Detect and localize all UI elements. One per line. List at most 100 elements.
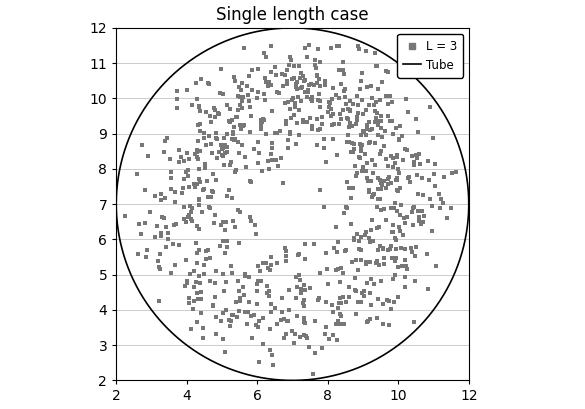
Legend: L = 3, Tube: L = 3, Tube [397, 34, 463, 77]
Point [331, 266, 340, 273]
Point [339, 88, 349, 94]
Point [387, 204, 396, 211]
Point [153, 258, 163, 264]
Point [395, 212, 405, 218]
Point [222, 101, 232, 108]
Point [391, 177, 401, 184]
Point [325, 103, 334, 110]
Point [318, 345, 327, 351]
Point [184, 294, 193, 301]
Point [332, 321, 341, 327]
Point [372, 110, 381, 117]
Point [340, 86, 350, 92]
Point [392, 237, 401, 243]
Point [422, 251, 432, 258]
Point [301, 45, 310, 51]
Point [189, 268, 198, 274]
Point [339, 58, 348, 65]
Point [336, 110, 345, 117]
Point [362, 106, 371, 113]
Point [281, 258, 291, 264]
Point [282, 77, 291, 84]
Point [364, 101, 373, 108]
Point [261, 130, 271, 137]
Point [140, 187, 149, 193]
Point [166, 175, 176, 182]
Point [236, 209, 245, 215]
Point [205, 204, 214, 211]
Point [204, 132, 214, 139]
Point [281, 248, 291, 254]
Point [189, 306, 198, 312]
Point [386, 117, 395, 124]
Point [186, 216, 195, 222]
Point [349, 146, 359, 153]
Point [247, 335, 256, 341]
Point [270, 64, 280, 70]
Point [314, 97, 323, 103]
Point [154, 298, 164, 304]
Point [305, 82, 314, 89]
Point [216, 222, 226, 228]
Point [407, 152, 417, 159]
Point [414, 151, 423, 157]
Point [315, 294, 324, 301]
Point [271, 72, 280, 78]
Point [436, 195, 446, 202]
Point [219, 288, 229, 294]
Point [199, 270, 209, 277]
Point [292, 120, 301, 127]
Point [355, 45, 364, 52]
Point [294, 252, 303, 258]
Point [397, 202, 406, 209]
Point [194, 166, 203, 172]
Point [262, 283, 271, 290]
Point [266, 69, 275, 76]
Point [284, 99, 293, 105]
Point [205, 204, 214, 211]
Point [209, 189, 218, 196]
Point [238, 123, 247, 129]
Point [166, 185, 175, 192]
Point [191, 279, 200, 285]
Point [344, 132, 353, 139]
Point [356, 145, 366, 151]
Point [407, 209, 417, 215]
Point [239, 121, 249, 128]
Point [195, 128, 205, 134]
Point [333, 337, 342, 343]
Point [363, 178, 373, 184]
Point [211, 330, 221, 337]
Point [393, 264, 402, 271]
Point [380, 206, 389, 212]
Point [256, 123, 266, 129]
Point [373, 185, 383, 192]
Point [380, 127, 390, 134]
Point [288, 327, 297, 334]
Point [299, 77, 308, 84]
Point [281, 117, 291, 124]
Point [395, 227, 404, 234]
Point [185, 203, 194, 210]
Point [154, 264, 164, 271]
Point [200, 161, 209, 167]
Point [270, 305, 279, 312]
Point [222, 238, 232, 245]
Point [403, 109, 412, 115]
Point [305, 115, 315, 121]
Point [290, 111, 299, 118]
Point [346, 98, 355, 104]
Point [297, 290, 306, 296]
Point [340, 71, 349, 78]
Point [263, 265, 273, 272]
Point [290, 99, 300, 106]
Point [312, 116, 322, 122]
Point [247, 67, 257, 73]
Point [380, 178, 389, 185]
Point [431, 183, 440, 190]
Point [417, 175, 426, 181]
Point [309, 240, 319, 247]
Point [229, 124, 239, 130]
Point [332, 152, 341, 159]
Point [298, 299, 307, 306]
